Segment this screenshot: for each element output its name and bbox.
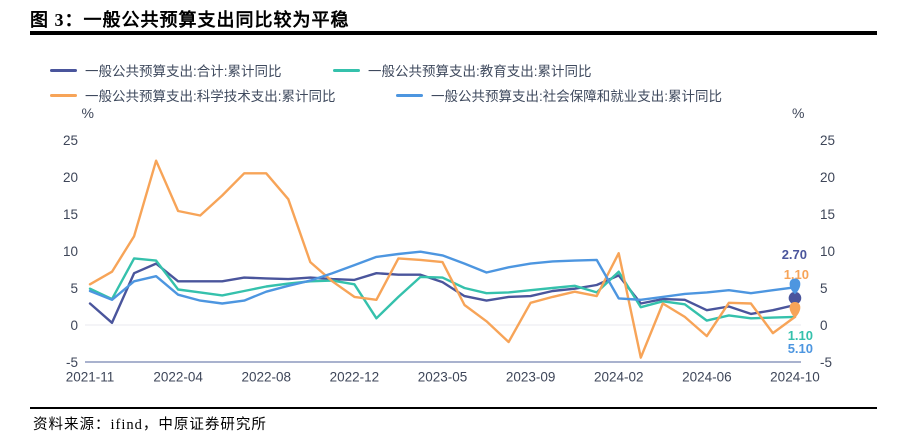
end-marker-0 [788, 291, 802, 305]
end-marker-2 [789, 302, 801, 318]
x-tick-label: 2021-11 [66, 370, 115, 385]
y-tick-label-right: 25 [820, 133, 835, 148]
legend-label-education: 一般公共预算支出:教育支出:累计同比 [368, 64, 592, 79]
y-tick-label-right: 10 [820, 244, 835, 259]
legend-label-social-security: 一般公共预算支出:社会保障和就业支出:累计同比 [431, 89, 723, 104]
series-line-1 [88, 257, 797, 322]
legend-item-science: 一般公共预算支出:科学技术支出:累计同比 [50, 87, 336, 104]
end-marker-3 [789, 278, 801, 295]
y-tick-label-left: 20 [63, 170, 78, 185]
y-tick-label-right: 0 [820, 318, 828, 333]
figure-title: 图 3：一般公共预算支出同比较为平稳 [30, 10, 350, 30]
legend-label-total: 一般公共预算支出:合计:累计同比 [85, 64, 282, 79]
end-value-label-2: 1.10 [784, 267, 809, 282]
y-tick-label-left: 15 [63, 207, 78, 222]
legend-swatch-total [50, 68, 77, 72]
title-divider [30, 31, 877, 35]
legend-swatch-science [50, 93, 77, 97]
y-tick-label-right: 5 [820, 281, 828, 296]
x-tick-label: 2022-08 [241, 370, 291, 385]
y-tick-label-left: 10 [63, 244, 78, 259]
end-value-label-1: 1.10 [788, 328, 813, 343]
x-tick-label: 2024-10 [770, 370, 820, 385]
x-tick-label: 2024-02 [594, 370, 644, 385]
y-tick-label-right: 20 [820, 170, 835, 185]
legend-item-social-security: 一般公共预算支出:社会保障和就业支出:累计同比 [396, 87, 723, 104]
x-tick-label: 2022-12 [330, 370, 380, 385]
series-line-2 [88, 159, 797, 359]
x-tick-label: 2023-09 [506, 370, 556, 385]
legend-swatch-education [333, 68, 360, 72]
y-axis-unit-left: % [82, 105, 94, 121]
legend-item-total: 一般公共预算支出:合计:累计同比 [50, 62, 282, 79]
y-axis-unit-right: % [792, 105, 804, 121]
y-tick-label-left: 25 [63, 133, 78, 148]
y-tick-label-left: 0 [70, 318, 78, 333]
series-line-0 [88, 262, 797, 325]
source-note: 资料来源：ifind，中原证券研究所 [33, 417, 267, 433]
x-tick-label: 2024-06 [682, 370, 732, 385]
y-tick-label-left: -5 [66, 355, 78, 370]
end-value-label-3: 5.10 [788, 341, 813, 356]
x-tick-label: 2022-04 [153, 370, 203, 385]
legend-item-education: 一般公共预算支出:教育支出:累计同比 [333, 62, 592, 79]
y-tick-label-right: -5 [820, 355, 832, 370]
series-line-3 [88, 250, 797, 305]
legend-swatch-social-security [396, 93, 423, 97]
footer-divider [30, 407, 877, 409]
x-tick-label: 2023-05 [418, 370, 468, 385]
legend-label-science: 一般公共预算支出:科学技术支出:累计同比 [85, 89, 336, 104]
y-tick-label-left: 5 [70, 281, 78, 296]
y-tick-label-right: 15 [820, 207, 835, 222]
end-value-label-0: 2.70 [782, 247, 807, 262]
